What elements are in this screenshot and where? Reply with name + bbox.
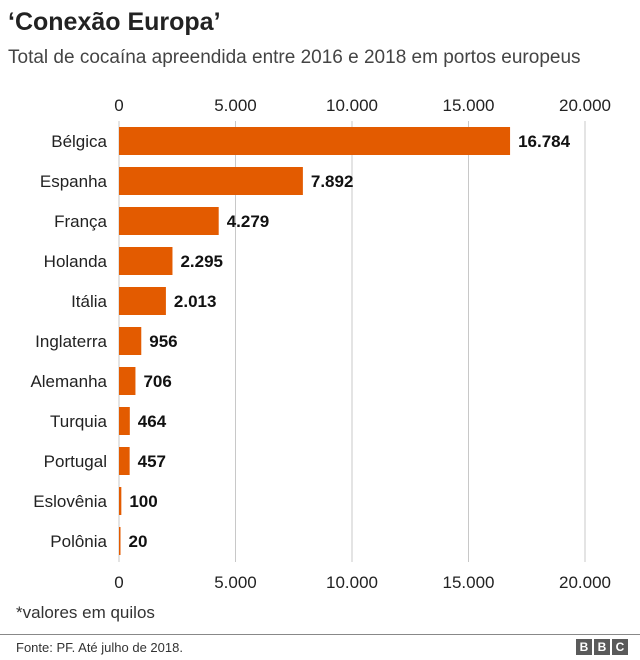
bar [119, 367, 136, 395]
x-tick-label-top: 20.000 [559, 96, 611, 115]
value-label: 4.279 [227, 212, 270, 231]
bar [119, 527, 121, 555]
bar [119, 327, 142, 355]
bar [119, 167, 303, 195]
footer-divider [0, 634, 640, 635]
x-tick-label-top: 15.000 [443, 96, 495, 115]
chart-title: ‘Conexão Europa’ [8, 8, 221, 36]
category-label: Alemanha [30, 372, 107, 391]
category-label: Turquia [50, 412, 108, 431]
x-tick-label-top: 5.000 [214, 96, 257, 115]
x-tick-label-bottom: 15.000 [443, 573, 495, 592]
x-tick-label-bottom: 5.000 [214, 573, 257, 592]
bbc-logo-letter: B [594, 639, 610, 655]
category-label: França [54, 212, 107, 231]
x-tick-label-bottom: 10.000 [326, 573, 378, 592]
bar [119, 407, 130, 435]
x-tick-label-top: 0 [114, 96, 123, 115]
bbc-logo-letter: C [612, 639, 628, 655]
value-label: 20 [129, 532, 148, 551]
bar [119, 207, 219, 235]
value-label: 2.013 [174, 292, 217, 311]
category-label: Itália [71, 292, 107, 311]
bar [119, 287, 166, 315]
value-label: 457 [138, 452, 166, 471]
category-label: Portugal [44, 452, 107, 471]
x-tick-label-bottom: 0 [114, 573, 123, 592]
value-label: 7.892 [311, 172, 354, 191]
value-label: 706 [143, 372, 171, 391]
bar [119, 447, 130, 475]
category-label: Eslovênia [33, 492, 107, 511]
bar [119, 247, 173, 275]
bbc-logo: B B C [576, 639, 628, 655]
bbc-logo-letter: B [576, 639, 592, 655]
value-label: 464 [138, 412, 167, 431]
category-label: Inglaterra [35, 332, 107, 351]
source-note: Fonte: PF. Até julho de 2018. [16, 640, 183, 655]
category-label: Bélgica [51, 132, 107, 151]
category-label: Holanda [44, 252, 108, 271]
category-label: Polônia [50, 532, 107, 551]
category-label: Espanha [40, 172, 108, 191]
value-label: 2.295 [180, 252, 223, 271]
value-label: 100 [129, 492, 157, 511]
chart-subtitle: Total de cocaína apreendida entre 2016 e… [8, 47, 581, 68]
x-tick-label-bottom: 20.000 [559, 573, 611, 592]
bar-chart: 0 0 5.000 5.000 10.000 10.000 15.000 15.000 20.0… [30, 96, 611, 592]
value-label: 16.784 [518, 132, 571, 151]
bar [119, 487, 122, 515]
value-label: 956 [149, 332, 177, 351]
units-note: *valores em quilos [16, 603, 155, 622]
x-tick-label-top: 10.000 [326, 96, 378, 115]
bar [119, 127, 511, 155]
